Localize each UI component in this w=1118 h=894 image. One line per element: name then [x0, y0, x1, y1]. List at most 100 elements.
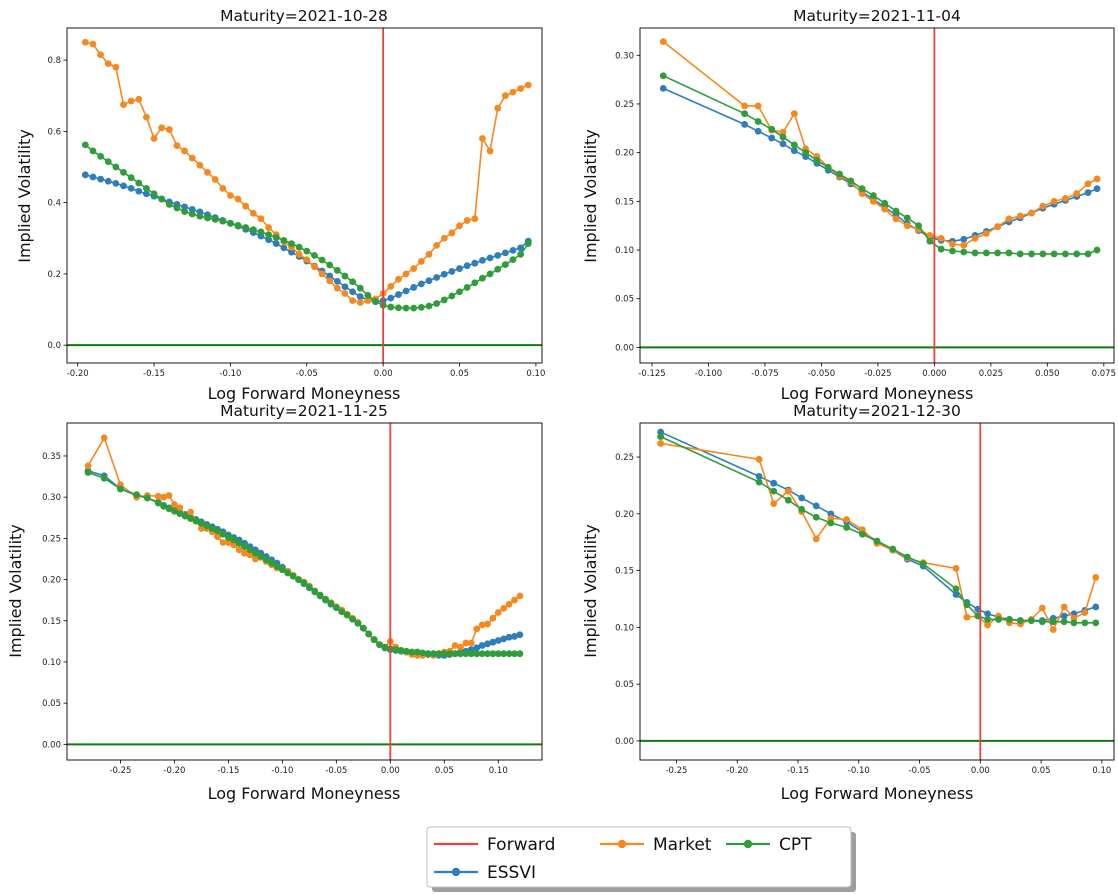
legend-marker-essvi: [451, 867, 461, 877]
data-point-cpt: [268, 559, 275, 567]
panel-title: Maturity=2021-11-04: [793, 7, 961, 25]
data-point-market: [949, 240, 956, 248]
series-line-cpt: [660, 435, 1096, 624]
data-point-market: [104, 60, 112, 68]
data-point-market: [754, 102, 762, 110]
data-point-market: [994, 223, 1002, 231]
data-point-market: [187, 508, 195, 516]
data-point-essvi: [356, 293, 364, 301]
data-point-cpt: [81, 141, 89, 149]
data-point-cpt: [158, 195, 166, 203]
data-point-cpt: [173, 204, 181, 212]
data-point-market: [219, 539, 227, 546]
data-point-essvi: [1084, 189, 1092, 196]
data-point-cpt: [859, 530, 866, 538]
data-point-essvi: [410, 284, 418, 291]
data-point-cpt: [154, 499, 162, 507]
data-point-essvi: [768, 134, 776, 142]
data-point-market: [1050, 197, 1058, 205]
data-point-market: [779, 128, 787, 136]
data-point-market: [257, 215, 265, 223]
legend-label-essvi: ESSVI: [487, 863, 536, 883]
data-point-market: [235, 546, 243, 554]
data-point-market: [120, 101, 127, 109]
data-point-market: [457, 643, 464, 651]
data-point-cpt: [424, 650, 432, 658]
data-point-market: [81, 38, 89, 46]
data-point-market: [158, 124, 166, 132]
data-point-essvi: [349, 288, 357, 296]
data-point-market: [1038, 604, 1046, 612]
data-point-market: [440, 234, 448, 242]
data-point-essvi: [341, 283, 349, 291]
data-point-market: [198, 525, 205, 532]
data-point-market: [227, 192, 234, 199]
data-point-cpt: [326, 261, 334, 269]
data-point-cpt: [494, 650, 502, 658]
data-point-essvi: [741, 121, 749, 128]
data-point-cpt: [1006, 616, 1013, 623]
data-point-cpt: [858, 185, 866, 193]
data-point-cpt: [288, 240, 295, 248]
x-tick-label: -0.075: [751, 369, 778, 379]
data-point-cpt: [524, 240, 532, 248]
legend-label-market: Market: [653, 835, 712, 855]
data-point-cpt: [926, 237, 934, 245]
data-point-essvi: [265, 236, 273, 244]
data-point-market: [963, 613, 971, 621]
data-point-essvi: [402, 287, 410, 295]
data-point-market: [516, 592, 524, 600]
data-point-essvi: [1092, 603, 1100, 611]
series-line-essvi: [662, 87, 1098, 243]
data-point-cpt: [295, 243, 303, 251]
data-point-cpt: [104, 158, 112, 166]
data-point-market: [224, 539, 232, 546]
data-point-market: [511, 596, 518, 604]
data-point-cpt: [446, 650, 454, 658]
x-tick-label: -0.125: [638, 369, 665, 379]
data-point-market: [150, 135, 158, 142]
data-point-essvi: [516, 631, 524, 639]
data-point-market: [1016, 212, 1024, 220]
data-point-market: [486, 147, 494, 155]
data-point-market: [1039, 202, 1047, 210]
series-line-cpt: [662, 74, 1098, 255]
data-point-market: [127, 97, 135, 105]
panel-title: Maturity=2021-10-28: [220, 7, 388, 25]
data-point-cpt: [181, 512, 189, 520]
data-point-cpt: [135, 179, 143, 187]
data-point-cpt: [995, 616, 1002, 623]
data-point-cpt: [754, 118, 762, 125]
data-point-cpt: [903, 553, 911, 561]
data-point-cpt: [511, 650, 518, 658]
data-point-market: [500, 604, 508, 612]
data-point-cpt: [89, 147, 97, 155]
x-axis-title: Log Forward Moneyness: [781, 784, 974, 803]
panel-title: Maturity=2021-12-30: [793, 402, 961, 420]
data-point-cpt: [251, 549, 259, 557]
data-point-cpt: [1038, 618, 1046, 626]
data-point-cpt: [117, 485, 124, 493]
data-point-cpt: [1060, 618, 1068, 626]
y-tick-label: 0.25: [42, 534, 61, 544]
x-tick-label: 0.075: [1092, 369, 1116, 379]
data-point-cpt: [919, 560, 927, 568]
data-point-market: [356, 299, 364, 306]
data-point-cpt: [349, 615, 356, 623]
data-point-market: [524, 81, 532, 89]
data-point-market: [770, 500, 778, 508]
data-point-market: [869, 197, 877, 205]
x-tick-label: -0.15: [217, 766, 239, 776]
data-point-cpt: [144, 494, 151, 502]
data-point-market: [937, 234, 945, 242]
data-point-cpt: [402, 304, 410, 312]
y-axis-title: Implied Volatility: [6, 524, 25, 658]
data-point-market: [505, 600, 513, 608]
data-point-cpt: [802, 149, 810, 157]
data-point-cpt: [501, 261, 509, 269]
data-point-market: [741, 102, 749, 110]
data-point-essvi: [448, 268, 456, 275]
x-tick-label: 0.00: [971, 766, 990, 776]
data-point-cpt: [181, 208, 189, 215]
